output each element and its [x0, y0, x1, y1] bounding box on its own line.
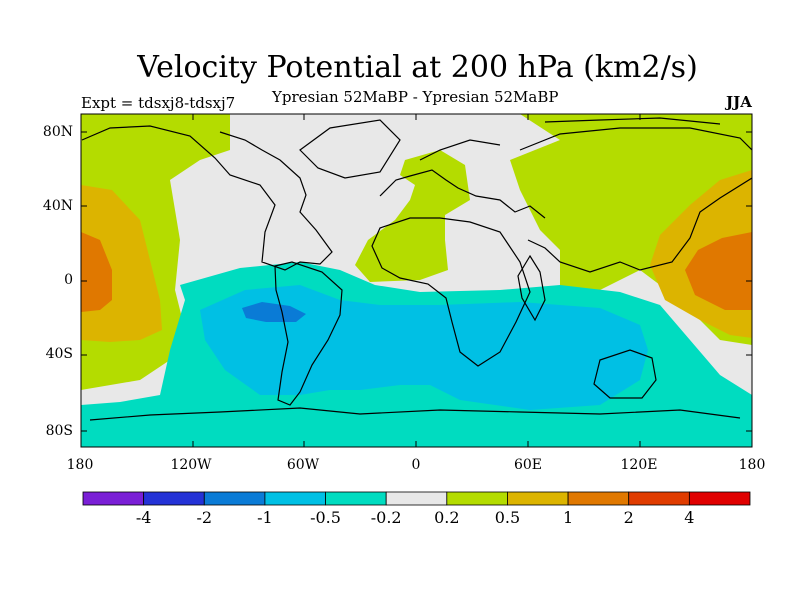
colorbar: [82, 491, 751, 506]
colorbar-swatch: [143, 491, 205, 506]
australia-coastline: [593, 349, 657, 399]
colorbar-swatch: [325, 491, 387, 506]
colorbar-swatch: [628, 491, 690, 506]
x-tick-label-180w: 180: [66, 457, 94, 473]
field-europe-positive: [355, 150, 470, 282]
colorbar-swatch: [203, 491, 266, 506]
colorbar-swatch: [385, 491, 448, 506]
colorbar-label: -1: [257, 508, 273, 527]
colorbar-label: 4: [684, 508, 695, 527]
axis-ticks: [80, 114, 753, 447]
europe-coastline: [379, 169, 546, 219]
south-america-coastline: [274, 261, 343, 406]
x-tick-label-120w: 120W: [170, 457, 212, 473]
x-tick-label-60w: 60W: [286, 457, 320, 473]
colorbar-label: 0.5: [494, 508, 521, 527]
colorbar-swatch: [82, 491, 145, 506]
y-tick-label-80n: 80N: [42, 124, 73, 140]
x-tick-label-60e: 60E: [513, 457, 543, 473]
experiment-label: Expt = tdsxj8-tdsxj7: [81, 94, 236, 112]
y-tick-label-40s: 40S: [45, 346, 73, 362]
colorbar-label: -2: [196, 508, 213, 527]
arctic-islands-coastline: [419, 117, 721, 161]
colorbar-swatch: [567, 491, 630, 506]
colorbar-label: 0.2: [434, 508, 460, 527]
contour-field: [81, 114, 752, 447]
map-title: Velocity Potential at 200 hPa (km2/s): [137, 50, 698, 85]
season-label: JJA: [726, 93, 752, 111]
field-west-strong-positive: [81, 232, 112, 312]
colorbar-label: -0.5: [310, 508, 341, 527]
field-east-strong-positive: [685, 232, 752, 310]
colorbar-swatch: [507, 491, 569, 506]
x-tick-label-0: 0: [411, 457, 421, 473]
colorbar-swatch: [446, 491, 508, 506]
asia-coastline: [519, 127, 752, 273]
colorbar-label: 2: [623, 508, 634, 527]
colorbar-label: 1: [562, 508, 574, 527]
antarctica-coastline: [89, 407, 741, 421]
greenland-coastline: [299, 119, 401, 179]
colorbar-swatch: [688, 491, 751, 506]
north-america-coastline: [81, 125, 333, 271]
map-subtitle: Ypresian 52MaBP - Ypresian 52MaBP: [272, 88, 559, 106]
africa-coastline: [371, 217, 531, 367]
y-tick-label-0: 0: [64, 272, 73, 288]
y-tick-label-80s: 80S: [45, 423, 73, 439]
field-strong-negative: [242, 302, 306, 322]
x-tick-label-180e: 180: [738, 457, 766, 473]
india-coastline: [517, 254, 546, 322]
colorbar-label: -4: [135, 508, 152, 527]
colorbar-label: -0.2: [370, 508, 402, 527]
field-mid-negative: [200, 285, 648, 410]
coastlines: [81, 117, 752, 421]
y-tick-label-40n: 40N: [42, 198, 73, 214]
colorbar-swatch: [264, 491, 326, 506]
x-tick-label-120e: 120E: [620, 457, 658, 473]
